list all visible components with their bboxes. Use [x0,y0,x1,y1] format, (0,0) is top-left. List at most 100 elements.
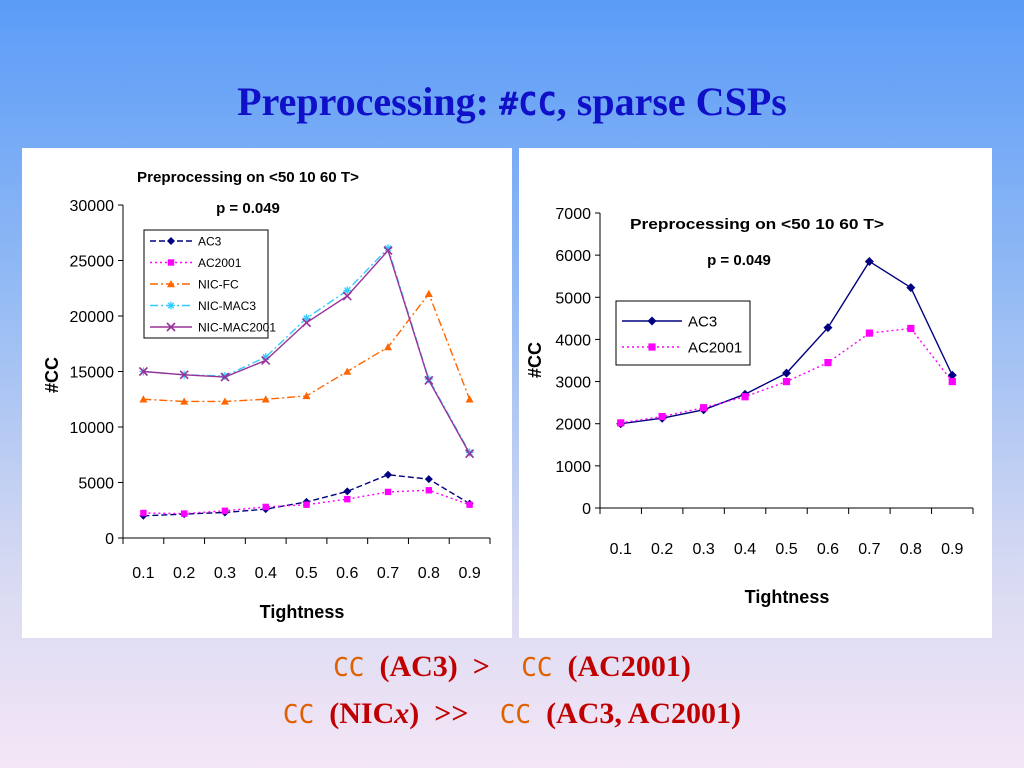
right-chart-panel: Preprocessing on <50 10 60 T> p = 0.049 … [519,148,992,638]
x-axis-label: Tightness [260,602,345,622]
data-point [220,397,229,405]
y-tick-label: 0 [582,501,591,518]
y-tick-label: 5000 [555,290,591,307]
series-line [143,474,470,517]
data-point [138,366,148,377]
data-point [864,256,874,266]
y-tick-label: 20000 [70,309,115,326]
slide-title-prefix: Preprocessing: [237,79,499,124]
data-point [425,487,433,494]
data-point [303,501,310,508]
chart-subtitle: p = 0.049 [707,252,771,269]
x-tick-label: 0.5 [295,565,317,582]
data-point [424,475,433,484]
line2-text-c: (AC3, AC2001) [531,697,742,730]
legend-item: NIC-MAC2001 [150,320,276,334]
series-nic-mac2001 [138,245,475,459]
data-point [179,370,189,380]
data-point [741,393,749,401]
data-point [343,286,352,295]
legend-marker [167,301,175,310]
line2-text-b: ) [409,697,435,730]
data-point [221,507,229,515]
data-point [384,343,393,351]
legend-label: NIC-MAC3 [198,299,256,313]
y-tick-label: 30000 [70,198,115,215]
data-point [384,470,393,479]
bottom-line-2: CC (NICx) >> CC (AC3, AC2001) [0,697,1024,731]
series-ac2001 [140,487,473,517]
x-tick-label: 0.5 [775,541,797,558]
slide-title-suffix: , sparse CSPs [556,79,787,124]
cc-label: CC [489,653,553,683]
data-point [180,510,188,517]
data-point [424,289,433,297]
line2-italic: x [394,697,410,730]
data-point [261,395,270,403]
x-tick-label: 0.7 [858,541,880,558]
data-point [140,509,147,517]
x-tick-label: 0.6 [336,565,358,582]
x-tick-label: 0.6 [817,541,839,558]
cc-label: CC [282,700,315,730]
legend-item: NIC-FC [150,277,239,291]
data-point [465,395,474,403]
legend-marker [647,316,657,326]
x-tick-label: 0.7 [377,565,399,582]
data-point [384,488,392,496]
y-tick-label: 0 [105,531,114,548]
data-point [344,495,351,503]
legend-box [143,229,269,339]
chart-title: Preprocessing on <50 10 60 T> [630,216,884,233]
data-point [424,375,434,385]
data-point [823,323,833,333]
legend-item: AC3 [622,313,717,330]
data-point [465,449,475,459]
slide-title: Preprocessing: #CC, sparse CSPs [0,78,1024,125]
legend-label: AC3 [688,313,717,330]
data-point [302,391,311,400]
data-point [865,329,873,337]
x-tick-label: 0.1 [132,565,154,582]
legend-label: AC2001 [688,339,742,356]
data-point [383,245,393,256]
legend-box [615,300,751,366]
x-tick-label: 0.4 [255,565,277,582]
x-axis-label: Tightness [745,587,830,607]
series-nic-fc [139,289,474,405]
x-tick-label: 0.2 [651,541,673,558]
data-point [139,395,148,403]
data-point [342,291,352,301]
line2-text-a: (NIC [314,697,395,730]
left-chart-panel: Preprocessing on <50 10 60 T> p = 0.049 … [22,148,512,638]
legend-marker [648,343,656,351]
line2-operator: >> [434,697,469,730]
data-point [261,355,271,365]
x-tick-label: 0.1 [610,541,632,558]
y-tick-label: 2000 [555,417,591,434]
chart-subtitle: p = 0.049 [216,200,280,217]
data-point [782,377,791,386]
data-point [700,404,708,412]
series-ac2001 [617,324,956,427]
y-tick-label: 3000 [555,375,591,392]
x-tick-label: 0.9 [458,565,480,582]
right-chart: Preprocessing on <50 10 60 T> p = 0.049 … [525,206,974,607]
data-point [658,412,666,421]
legend-marker [167,259,175,266]
data-point [262,503,269,511]
x-tick-label: 0.4 [734,541,756,558]
data-point [906,283,916,293]
line1-text-a: (AC3) [364,650,473,683]
x-tick-label: 0.8 [418,565,440,582]
x-tick-label: 0.3 [692,541,714,558]
x-tick-label: 0.2 [173,565,195,582]
y-tick-label: 7000 [555,206,591,223]
cc-label: CC [333,653,365,683]
cc-label: CC [468,700,532,730]
y-tick-label: 5000 [78,476,114,493]
data-point [343,367,352,375]
data-point [301,318,312,328]
data-point [180,397,189,405]
bottom-line-1: CC (AC3) > CC (AC2001) [0,650,1024,684]
